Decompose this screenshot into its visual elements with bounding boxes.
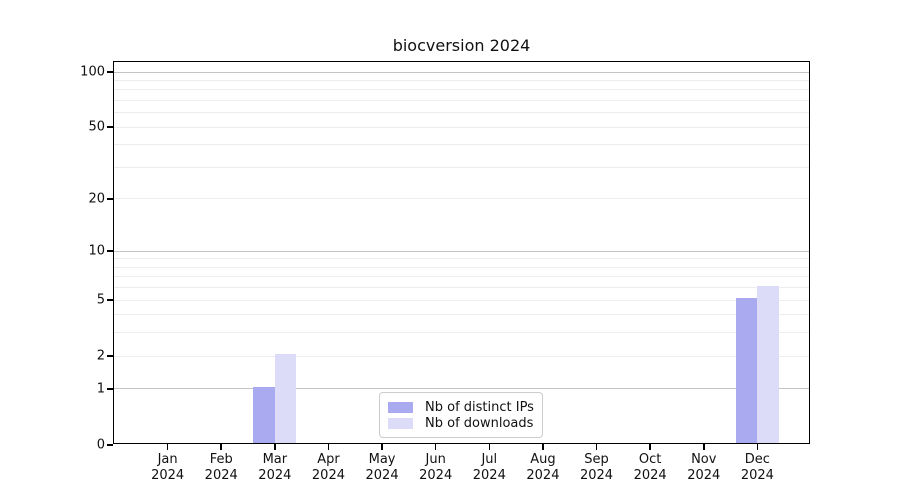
- minor-gridline: [114, 266, 809, 268]
- bar-distinct-ips: [735, 298, 758, 443]
- x-axis-tick: [434, 444, 437, 450]
- x-axis-tick: [756, 444, 759, 450]
- minor-gridline: [114, 112, 809, 114]
- month-label: Jun: [425, 452, 446, 467]
- month-label: Feb: [209, 452, 233, 467]
- minor-gridline: [114, 166, 809, 168]
- month-label: Mar: [262, 452, 288, 467]
- bar-distinct-ips: [253, 386, 275, 443]
- minor-gridline: [114, 198, 809, 200]
- year-label: 2024: [579, 467, 614, 483]
- year-label: 2024: [419, 467, 453, 483]
- y-axis-tick: [107, 71, 113, 73]
- minor-gridline: [114, 314, 809, 316]
- x-axis-tick: [703, 444, 705, 450]
- x-axis-tick-label: Oct 2024: [634, 452, 667, 483]
- y-axis-tick-label: 50: [88, 119, 105, 135]
- minor-gridline: [114, 276, 809, 278]
- month-label: Jan: [157, 452, 178, 467]
- major-gridline: [114, 71, 809, 73]
- minor-gridline: [114, 144, 809, 146]
- minor-gridline: [114, 332, 809, 334]
- year-label: 2024: [204, 467, 238, 483]
- minor-gridline: [114, 99, 809, 101]
- y-axis-tick-label: 20: [88, 191, 105, 207]
- y-axis-tick-label: 100: [80, 64, 105, 80]
- year-label: 2024: [526, 467, 560, 483]
- y-axis-tick: [107, 299, 113, 301]
- minor-gridline: [114, 89, 809, 91]
- minor-gridline: [114, 299, 809, 301]
- x-axis-tick: [542, 444, 544, 450]
- x-axis-tick: [274, 444, 276, 450]
- major-gridline: [114, 388, 809, 390]
- minor-gridline: [114, 79, 809, 81]
- chart-title: biocversion 2024: [392, 36, 531, 55]
- legend-swatch-distinct-ips-icon: [388, 401, 413, 413]
- minor-gridline: [114, 258, 809, 260]
- month-label: Jul: [481, 452, 498, 467]
- year-label: 2024: [472, 467, 506, 483]
- y-axis-tick: [107, 126, 113, 128]
- x-axis-tick: [381, 444, 383, 450]
- plot-area: Nb of distinct IPs Nb of downloads 0 1 2 5 1…: [80, 61, 810, 483]
- x-axis-tick: [488, 444, 491, 450]
- x-axis-tick: [220, 444, 222, 450]
- x-axis-tick-label: Feb 2024: [205, 452, 238, 483]
- x-axis-tick-label: Dec 2024: [741, 452, 774, 483]
- x-axis-tick-label: May 2024: [366, 452, 399, 483]
- x-axis-tick-label: Jun 2024: [419, 452, 452, 483]
- month-label: Oct: [638, 452, 662, 467]
- y-axis-tick-label: 1: [96, 381, 105, 397]
- x-axis-tick-label: Jan 2024: [151, 452, 184, 483]
- legend-label-downloads: Nb of downloads: [425, 415, 534, 431]
- bar-downloads: [757, 285, 779, 443]
- x-axis-tick-label: Apr 2024: [312, 452, 345, 483]
- legend: Nb of distinct IPs Nb of downloads: [379, 392, 543, 438]
- month-label: Aug: [530, 452, 556, 467]
- year-label: 2024: [740, 467, 774, 483]
- month-label: May: [368, 452, 396, 467]
- x-axis-tick-label: Mar 2024: [258, 452, 291, 483]
- y-axis-tick: [107, 444, 113, 446]
- x-axis-tick: [166, 444, 169, 450]
- x-axis-tick: [595, 444, 598, 450]
- x-axis-tick: [649, 444, 651, 450]
- y-axis-tick: [107, 388, 113, 390]
- year-label: 2024: [687, 467, 721, 483]
- year-label: 2024: [365, 467, 399, 483]
- legend-label-distinct-ips: Nb of distinct IPs: [425, 399, 534, 415]
- y-axis-tick-label: 2: [96, 348, 105, 364]
- month-label: Apr: [317, 452, 340, 467]
- legend-swatch-downloads-icon: [388, 417, 413, 429]
- year-label: 2024: [258, 467, 292, 483]
- legend-item-downloads: Nb of downloads: [388, 415, 534, 431]
- bar-downloads: [274, 354, 297, 443]
- x-axis-tick-label: Jul 2024: [473, 452, 506, 483]
- month-label: Dec: [744, 452, 770, 467]
- year-label: 2024: [311, 467, 345, 483]
- month-label: Sep: [584, 452, 609, 467]
- major-gridline: [114, 250, 809, 252]
- y-axis-tick-label: 5: [96, 292, 105, 308]
- y-axis-tick: [107, 250, 113, 252]
- minor-gridline: [114, 355, 809, 357]
- minor-gridline: [114, 126, 809, 128]
- x-axis-tick-label: Aug 2024: [526, 452, 559, 483]
- y-axis-tick: [107, 355, 113, 357]
- x-axis-tick-label: Nov 2024: [687, 452, 720, 483]
- y-axis-tick: [107, 198, 113, 200]
- year-label: 2024: [151, 467, 185, 483]
- month-label: Nov: [691, 452, 717, 467]
- legend-item-distinct-ips: Nb of distinct IPs: [388, 399, 534, 415]
- year-label: 2024: [633, 467, 667, 483]
- x-axis-tick: [327, 444, 330, 450]
- x-axis-tick-label: Sep 2024: [580, 452, 613, 483]
- y-axis-tick-label: 0: [96, 437, 105, 453]
- y-axis-tick-label: 10: [88, 243, 105, 259]
- minor-gridline: [114, 287, 809, 289]
